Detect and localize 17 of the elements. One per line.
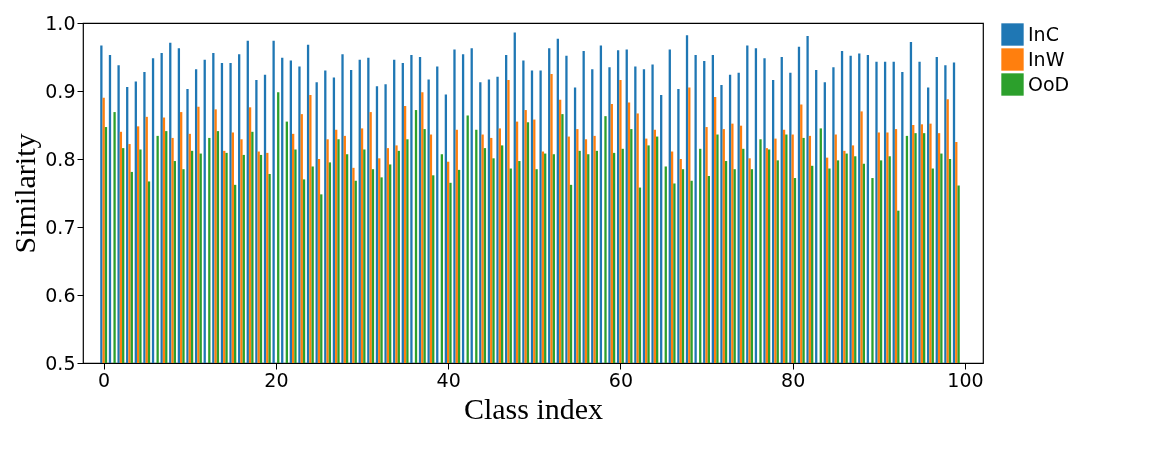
x-tick-label: 20 (264, 368, 289, 391)
y-tick-label: 0.5 (45, 351, 76, 374)
x-tick-label: 40 (436, 368, 461, 391)
legend-label: OoD (1028, 72, 1070, 95)
legend-label: InC (1028, 22, 1059, 45)
legend-label: InW (1028, 47, 1065, 70)
y-tick-label: 0.6 (45, 283, 76, 306)
x-tick-label: 80 (781, 368, 806, 391)
x-tick-label: 0 (98, 368, 111, 391)
y-tick-label: 0.9 (45, 79, 76, 102)
x-tick-label: 100 (947, 368, 984, 391)
x-axis-title: Class index (463, 391, 604, 425)
y-tick-label: 0.7 (45, 215, 76, 238)
y-axis-title: Similarity (8, 133, 42, 254)
x-tick-label: 60 (608, 368, 634, 391)
y-tick-label: 1.0 (45, 11, 76, 34)
y-tick-label: 0.8 (45, 147, 76, 170)
